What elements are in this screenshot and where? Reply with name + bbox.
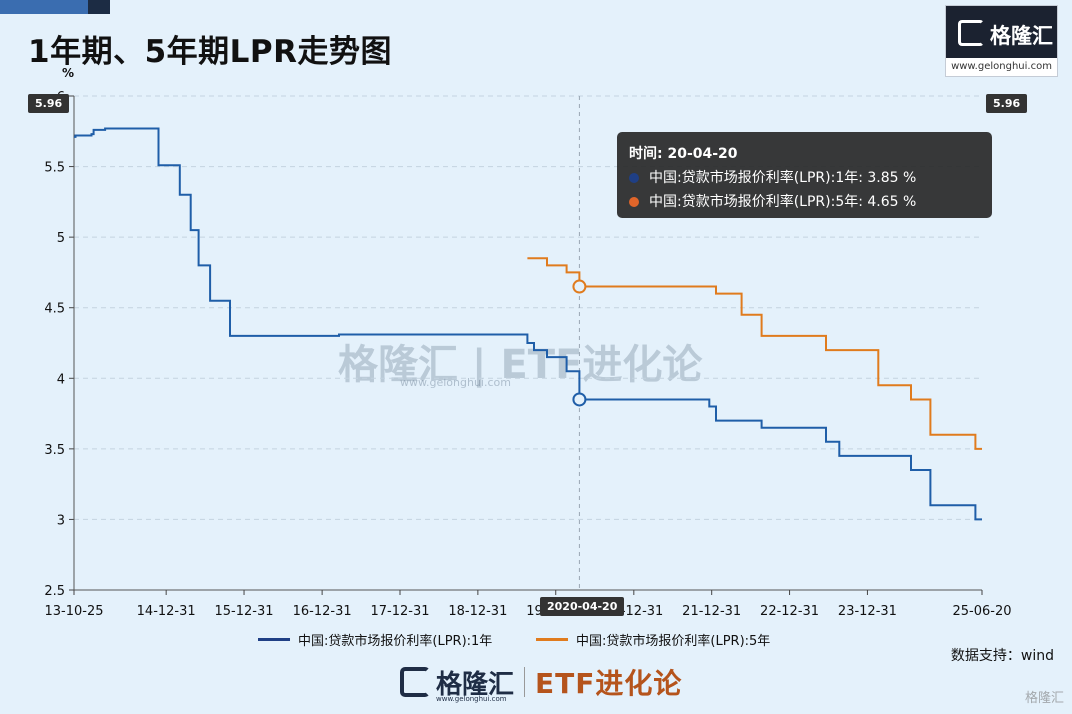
page-title: 1年期、5年期LPR走势图 [28,34,392,70]
data-source-note: 数据支持：wind [950,648,1054,664]
series-5y-dot-icon [629,197,639,207]
footer-brand: 格隆汇 ETF进化论 [400,662,682,702]
x-tick-label: 22-12-31 [760,604,819,619]
brand-logo-icon [958,20,984,46]
chart-tooltip: 时间: 20-04-20 中国:贷款市场报价利率(LPR):1年: 3.85 %… [617,132,992,218]
x-tick-label: 21-12-31 [682,604,741,619]
y-axis-tag-right: 5.96 [986,94,1028,113]
tooltip-time: 时间: 20-04-20 [629,146,738,162]
y-axis-tag-left: 5.96 [28,94,70,113]
legend-label-5y: 中国:贷款市场报价利率(LPR):5年 [576,634,771,649]
x-tick-label: 17-12-31 [370,604,429,619]
tooltip-row-1y: 中国:贷款市场报价利率(LPR):1年: 3.85 % [629,167,916,187]
footer-logo-name: 格隆汇 [436,669,515,700]
brand-logo-name: 格隆汇 [990,24,1053,48]
brand-logo[interactable]: 格隆汇 www.gelonghui.com [945,5,1058,77]
series-1y-line [74,127,982,521]
y-tick-label: 3 [57,513,65,528]
tooltip-value-1y: 中国:贷款市场报价利率(LPR):1年: 3.85 % [649,170,917,186]
watermark-url: www.gelonghui.com [400,376,511,389]
tooltip-value-5y: 中国:贷款市场报价利率(LPR):5年: 4.65 % [649,194,917,210]
crosshair-date-tag: 2020-04-20 [540,597,625,616]
series-5y-line [527,257,982,450]
x-tick-label: 18-12-31 [448,604,507,619]
corner-tab-dark [88,0,110,14]
legend-item-1y[interactable]: 中国:贷款市场报价利率(LPR):1年 [258,630,492,649]
x-tick-label: 14-12-31 [137,604,196,619]
legend-swatch-5y [536,638,568,641]
series-1y-dot-icon [629,173,639,183]
y-tick-label: 4 [57,372,65,387]
highlight-point-1y [572,392,587,407]
y-axis-unit-label: % [62,66,74,80]
footer-logo-icon [400,667,430,697]
legend-item-5y[interactable]: 中国:贷款市场报价利率(LPR):5年 [536,630,770,649]
y-tick-label: 3.5 [44,443,65,458]
tooltip-row-5y: 中国:贷款市场报价利率(LPR):5年: 4.65 % [629,191,916,211]
y-tick-label: 5.5 [44,161,65,176]
corner-tab [0,0,110,14]
corner-watermark: 格隆汇 [1024,691,1064,706]
highlight-point-5y [572,279,587,294]
y-tick-label: 4.5 [44,302,65,317]
footer-url: www.gelonghui.com [436,695,507,703]
footer-divider [524,667,526,697]
legend-swatch-1y [258,638,290,641]
x-tick-label: 13-10-25 [44,604,103,619]
x-tick-label: 15-12-31 [215,604,274,619]
y-tick-label: 5 [57,231,65,246]
brand-logo-url: www.gelonghui.com [946,58,1057,76]
x-tick-label: 25-06-20 [952,604,1011,619]
footer-product: ETF进化论 [535,667,683,700]
x-tick-label: 23-12-31 [838,604,897,619]
x-tick-label: 16-12-31 [293,604,352,619]
legend-label-1y: 中国:贷款市场报价利率(LPR):1年 [298,634,493,649]
y-tick-label: 2.5 [44,584,65,599]
